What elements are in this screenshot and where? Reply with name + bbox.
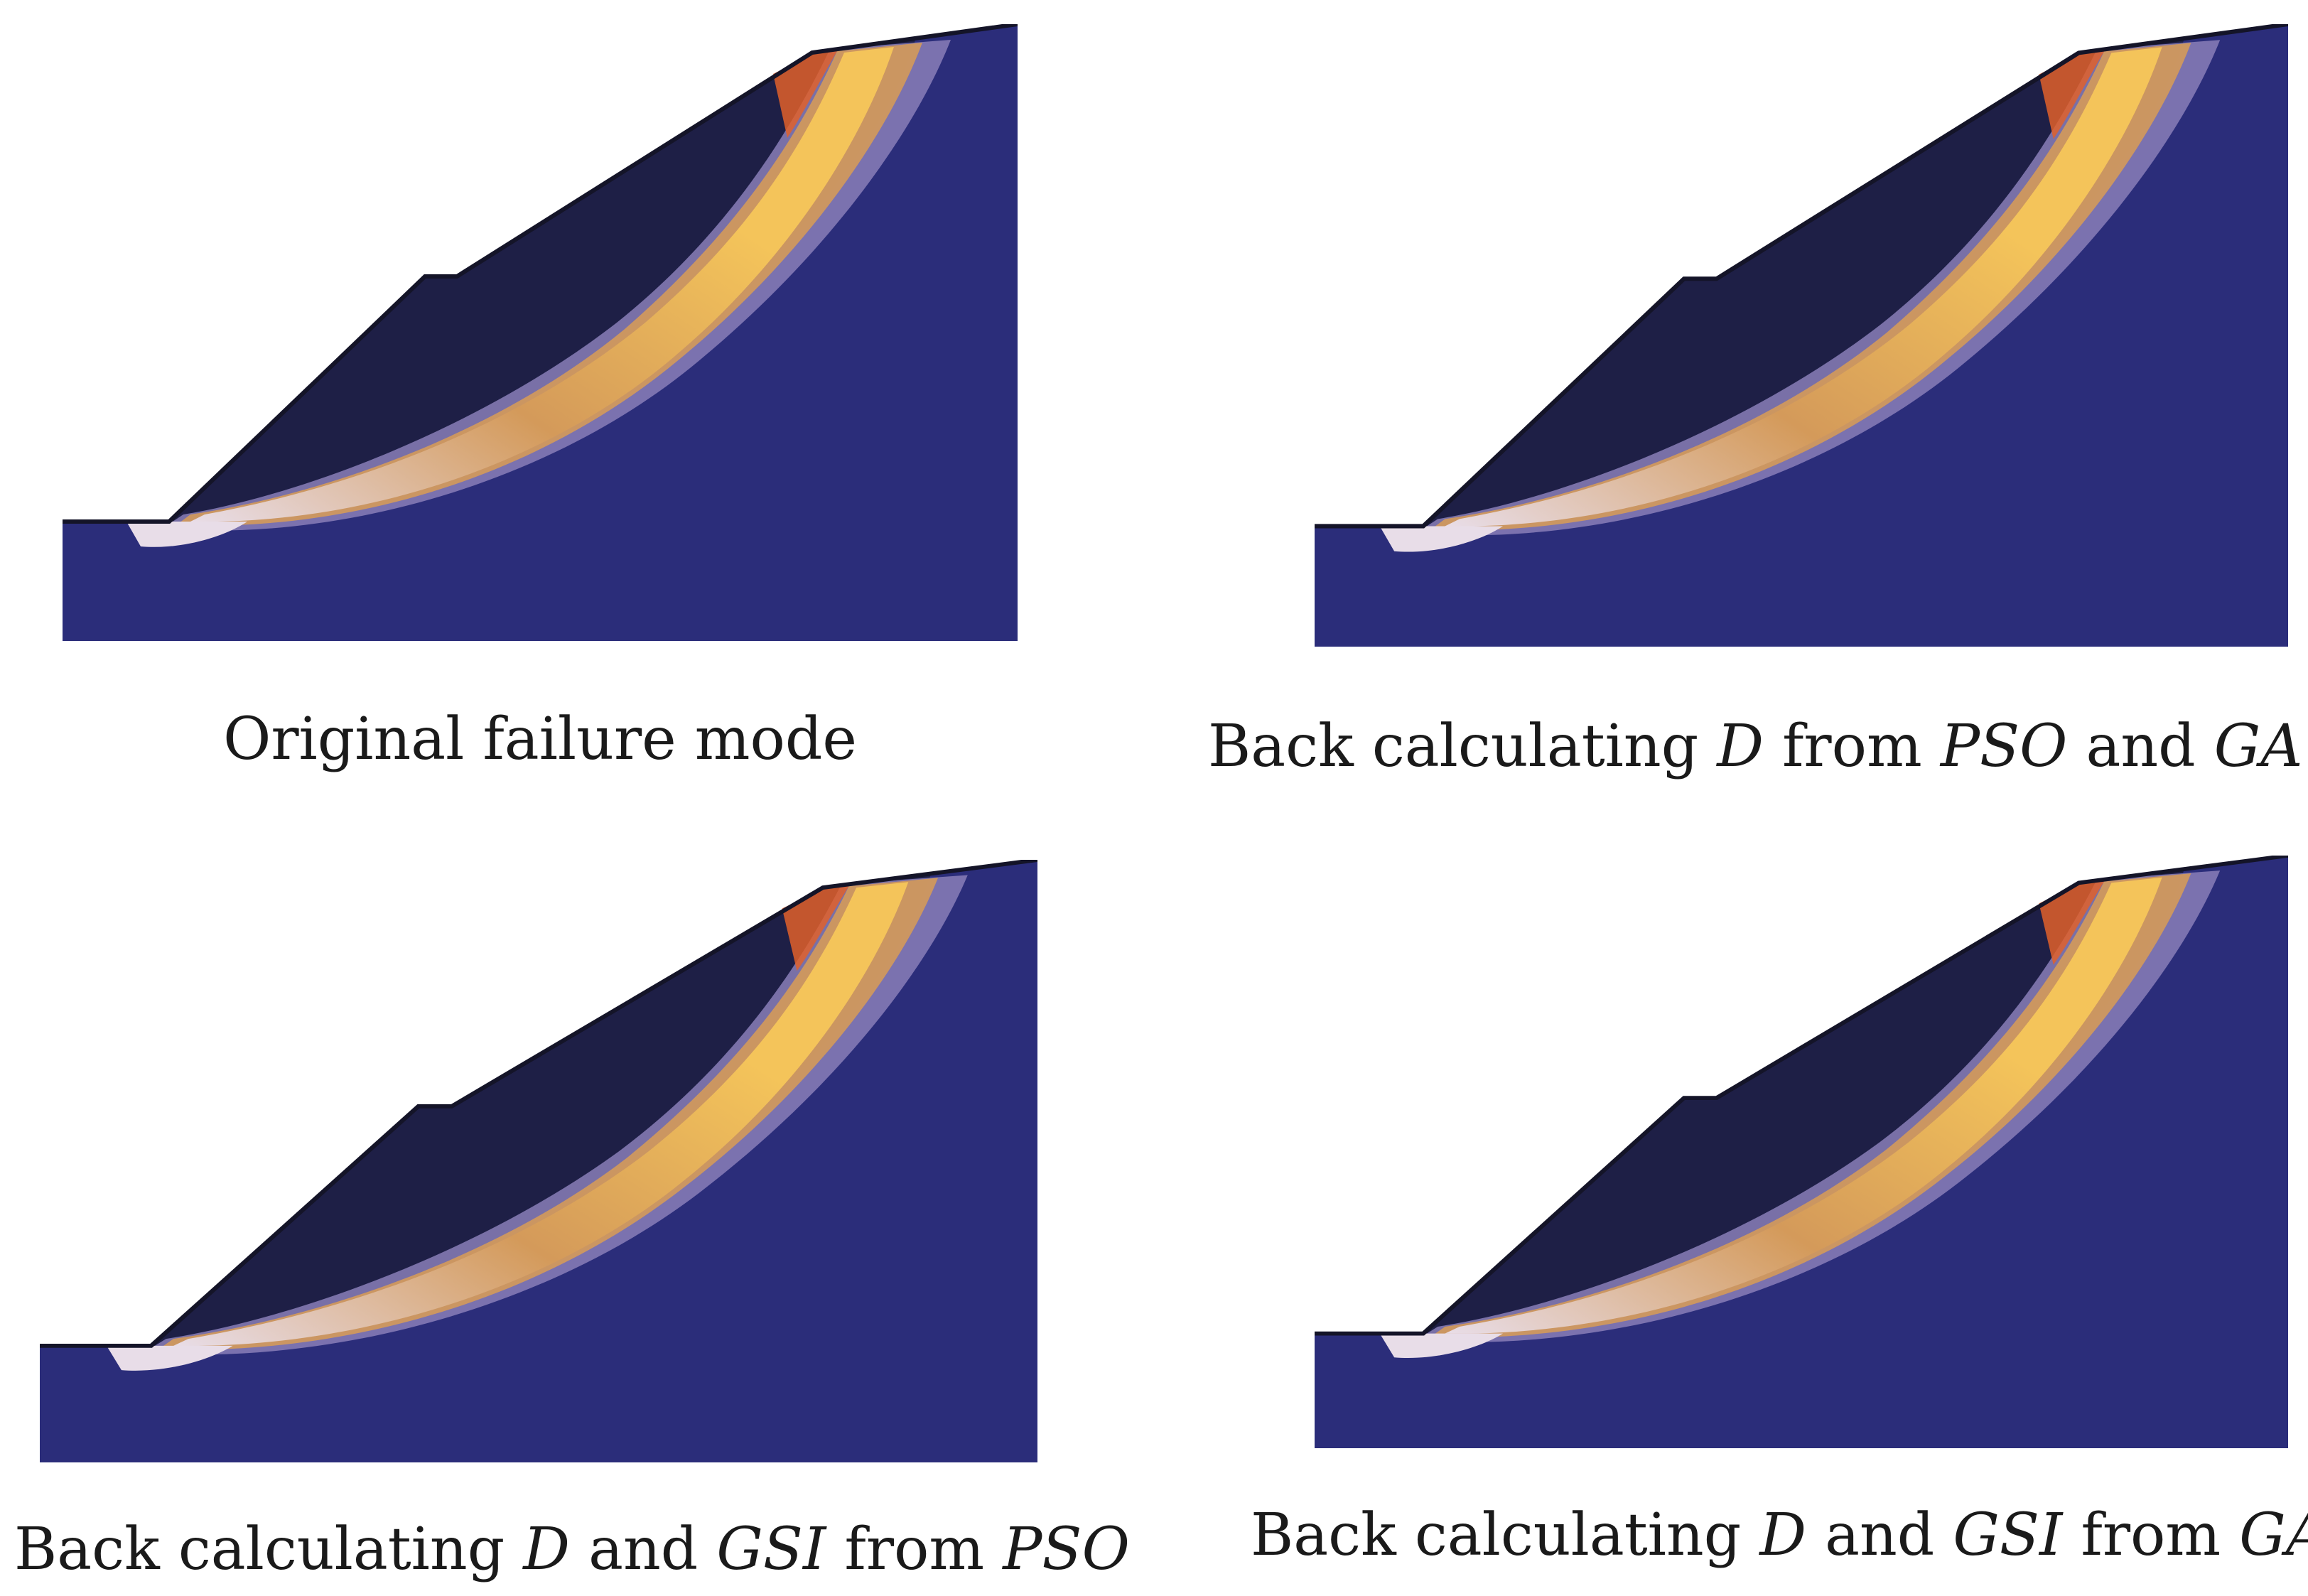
slope-diagram — [1315, 856, 2288, 1448]
crest-edge — [2039, 51, 2105, 139]
caption-run: GA — [2239, 1501, 2308, 1569]
caption-d-gsi-pso: Back calculating D and GSI from PSO — [14, 1521, 1130, 1579]
caption-run: PSO — [1003, 1516, 1130, 1583]
shear-band-core — [1445, 47, 2162, 527]
caption-d-gsi-ga: Back calculating D and GSI from GA — [1251, 1506, 2308, 1565]
caption-run: GSI — [716, 1516, 826, 1583]
slope-panel-d-pso-ga — [1315, 24, 2288, 647]
caption-run: D — [1717, 713, 1764, 780]
surface-layer — [1423, 40, 2184, 528]
surface-layer — [169, 40, 915, 524]
slope-diagram — [1315, 24, 2288, 647]
toe-zone — [1379, 1333, 1504, 1358]
caption-run: and — [2067, 713, 2214, 780]
caption-run: GA — [2213, 713, 2303, 780]
caption-run: from — [2062, 1501, 2240, 1569]
toe-zone — [107, 1345, 233, 1371]
caption-run: GSI — [1953, 1501, 2063, 1569]
toe-zone — [1379, 526, 1504, 552]
slope-outline — [63, 24, 1018, 524]
caption-run: D — [523, 1516, 571, 1583]
slope-diagram — [63, 24, 1018, 641]
caption-original: Original failure mode — [63, 711, 1018, 769]
slope-diagram — [40, 860, 1037, 1462]
crest-edge — [782, 886, 849, 971]
caption-run: Original failure mode — [223, 706, 857, 773]
caption-run: from — [826, 1516, 1003, 1583]
slope-panel-d-gsi-ga — [1315, 856, 2288, 1448]
slope-outline — [1315, 856, 2288, 1336]
slope-panel-original — [63, 24, 1018, 641]
caption-d-pso-ga: Back calculating D from PSO and GA — [1208, 718, 2302, 776]
toe-zone — [126, 522, 247, 547]
shear-band-core — [190, 47, 894, 522]
caption-run: and — [570, 1516, 717, 1583]
crest-edge — [773, 51, 837, 138]
surface-layer — [151, 875, 931, 1348]
crest-edge — [2039, 881, 2105, 965]
surface-layer — [1423, 870, 2184, 1335]
caption-run: PSO — [1940, 713, 2068, 780]
shear-band-core — [173, 882, 909, 1347]
shear-band-core — [1445, 877, 2162, 1334]
slope-outline — [1315, 24, 2288, 529]
caption-run: Back calculating — [1208, 713, 1717, 780]
slope-panel-d-gsi-pso — [40, 860, 1037, 1462]
caption-run: from — [1764, 713, 1941, 780]
caption-run: and — [1806, 1501, 1953, 1569]
caption-run: Back calculating — [1251, 1501, 1760, 1569]
caption-run: D — [1759, 1501, 1807, 1569]
slope-outline — [40, 860, 1037, 1348]
caption-run: Back calculating — [14, 1516, 524, 1583]
